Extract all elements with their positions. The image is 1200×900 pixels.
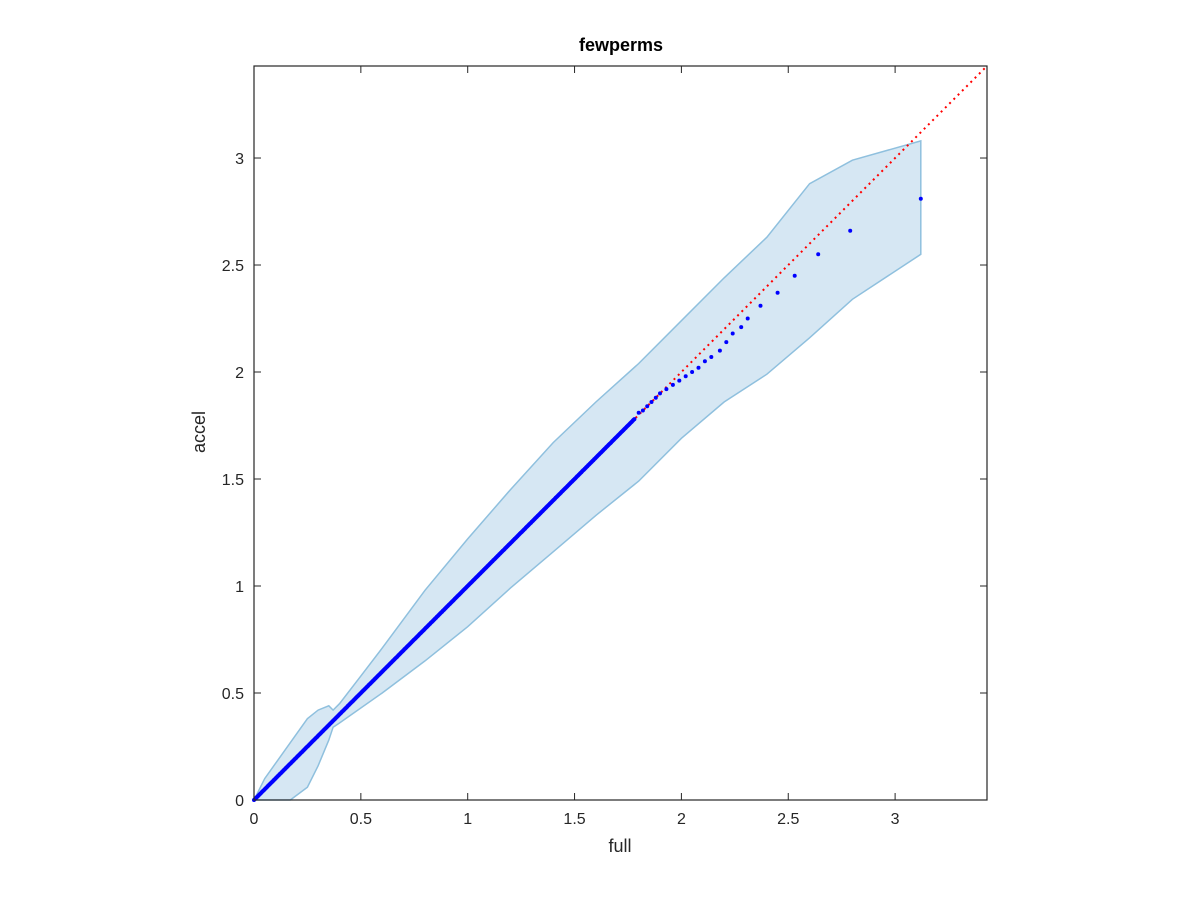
data-point xyxy=(664,387,669,392)
data-point xyxy=(702,359,707,364)
data-point xyxy=(636,410,641,415)
y-tick-label: 0 xyxy=(235,793,244,810)
data-points xyxy=(252,196,923,802)
x-tick-label: 1 xyxy=(463,811,472,828)
data-point xyxy=(645,404,650,409)
y-axis-label: accel xyxy=(189,411,209,453)
data-point xyxy=(717,348,722,353)
data-point xyxy=(709,355,714,359)
axes-box xyxy=(253,65,988,801)
data-point xyxy=(758,303,763,308)
reference-line xyxy=(253,65,988,801)
x-tick-label: 0.5 xyxy=(350,811,372,828)
x-axis-label: full xyxy=(608,836,631,856)
data-point xyxy=(918,196,923,201)
data-point xyxy=(690,370,695,374)
data-point xyxy=(745,316,750,321)
data-point xyxy=(640,408,645,413)
data-point xyxy=(775,290,780,295)
y-tick-label: 1.5 xyxy=(222,472,244,489)
y-axis-ticks: 0 0.5 1 1.5 2 2.5 3 xyxy=(222,151,987,810)
data-point xyxy=(632,417,637,422)
data-point xyxy=(730,331,735,336)
data-point xyxy=(724,340,729,345)
data-point xyxy=(683,374,688,379)
data-point xyxy=(658,391,662,396)
data-point xyxy=(653,395,658,400)
x-tick-label: 2 xyxy=(677,811,686,828)
data-point xyxy=(696,365,701,370)
data-point xyxy=(649,400,654,404)
data-point xyxy=(792,273,797,278)
x-tick-label: 3 xyxy=(891,811,900,828)
y-tick-label: 2 xyxy=(235,365,244,382)
x-tick-label: 0 xyxy=(250,811,259,828)
y-tick-label: 2.5 xyxy=(222,258,244,275)
data-point xyxy=(816,252,821,257)
data-point xyxy=(677,378,682,383)
data-point xyxy=(848,228,853,233)
x-tick-label: 2.5 xyxy=(777,811,799,828)
y-tick-label: 1 xyxy=(235,579,244,596)
data-point xyxy=(739,325,744,330)
plot-area: 0 0.5 1 1.5 2 2.5 3 0 0.5 1 1.5 2 2.5 3 xyxy=(222,65,988,828)
data-point xyxy=(670,382,675,387)
x-tick-label: 1.5 xyxy=(563,811,585,828)
chart-title: fewperms xyxy=(579,35,663,55)
x-axis-ticks: 0 0.5 1 1.5 2 2.5 3 xyxy=(250,66,900,828)
y-tick-label: 0.5 xyxy=(222,686,244,703)
y-tick-label: 3 xyxy=(235,151,244,168)
